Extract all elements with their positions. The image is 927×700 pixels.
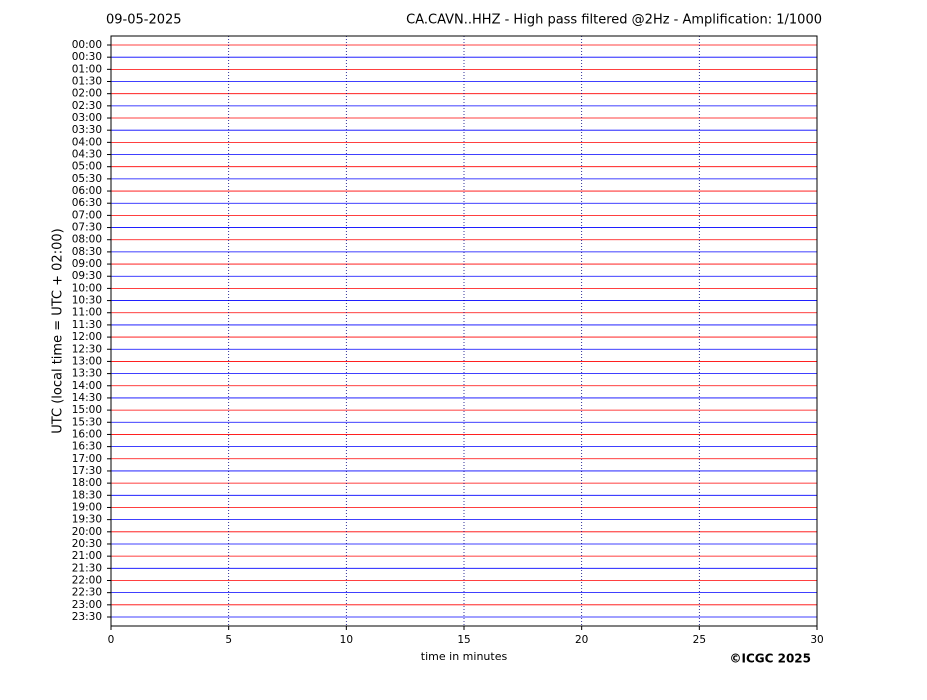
y-tick-label: 01:30 (72, 76, 102, 88)
credit: ©ICGC 2025 (729, 652, 811, 666)
y-tick-label: 14:00 (72, 380, 102, 392)
plot-area: 00:0000:3001:0001:3002:0002:3003:0003:30… (72, 36, 824, 646)
y-tick-label: 22:30 (72, 587, 102, 599)
y-tick-label: 03:00 (72, 112, 102, 124)
y-tick-label: 13:30 (72, 368, 102, 380)
x-tick-label: 10 (340, 634, 353, 646)
y-tick-label: 03:30 (72, 124, 102, 136)
y-tick-label: 11:00 (72, 307, 102, 319)
y-tick-label: 23:00 (72, 599, 102, 611)
y-tick-label: 10:00 (72, 282, 102, 294)
x-axis-label: time in minutes (421, 650, 508, 663)
y-tick-label: 18:00 (72, 477, 102, 489)
chart-title: CA.CAVN..HHZ - High pass filtered @2Hz -… (406, 13, 822, 28)
y-tick-label: 23:30 (72, 611, 102, 623)
y-tick-label: 09:30 (72, 270, 102, 282)
y-tick-label: 07:30 (72, 222, 102, 234)
y-tick-label: 00:00 (72, 39, 102, 51)
y-tick-label: 12:00 (72, 331, 102, 343)
y-tick-label: 04:00 (72, 136, 102, 148)
y-tick-label: 13:00 (72, 355, 102, 367)
x-tick-label: 20 (575, 634, 588, 646)
y-tick-label: 21:30 (72, 562, 102, 574)
y-tick-label: 06:00 (72, 185, 102, 197)
y-tick-label: 21:00 (72, 550, 102, 562)
y-tick-label: 06:30 (72, 197, 102, 209)
y-tick-label: 01:00 (72, 63, 102, 75)
y-tick-label: 00:30 (72, 51, 102, 63)
y-tick-label: 19:30 (72, 514, 102, 526)
y-tick-label: 15:00 (72, 404, 102, 416)
y-tick-label: 05:00 (72, 161, 102, 173)
y-tick-label: 16:00 (72, 428, 102, 440)
y-tick-label: 08:30 (72, 246, 102, 258)
y-tick-label: 04:30 (72, 149, 102, 161)
x-tick-label: 30 (810, 634, 823, 646)
x-tick-label: 25 (693, 634, 706, 646)
y-tick-label: 09:00 (72, 258, 102, 270)
y-tick-label: 02:30 (72, 100, 102, 112)
y-tick-label: 10:30 (72, 295, 102, 307)
y-tick-label: 16:30 (72, 441, 102, 453)
x-tick-label: 5 (225, 634, 232, 646)
y-tick-label: 07:00 (72, 209, 102, 221)
y-tick-label: 02:00 (72, 88, 102, 100)
y-tick-label: 11:30 (72, 319, 102, 331)
y-tick-label: 20:30 (72, 538, 102, 550)
date: 09-05-2025 (106, 13, 182, 28)
y-tick-label: 19:00 (72, 501, 102, 513)
plot-frame (110, 35, 818, 627)
x-tick-label: 0 (108, 634, 115, 646)
y-tick-label: 12:30 (72, 343, 102, 355)
y-tick-label: 08:00 (72, 234, 102, 246)
y-tick-label: 20:00 (72, 526, 102, 538)
y-tick-label: 14:30 (72, 392, 102, 404)
y-tick-label: 05:30 (72, 173, 102, 185)
y-tick-label: 17:30 (72, 465, 102, 477)
x-tick-label: 15 (457, 634, 470, 646)
y-axis-label: UTC (local time = UTC + 02:00) (51, 228, 66, 433)
y-tick-label: 22:00 (72, 574, 102, 586)
y-tick-label: 18:30 (72, 489, 102, 501)
y-tick-label: 17:00 (72, 453, 102, 465)
y-tick-label: 15:30 (72, 416, 102, 428)
